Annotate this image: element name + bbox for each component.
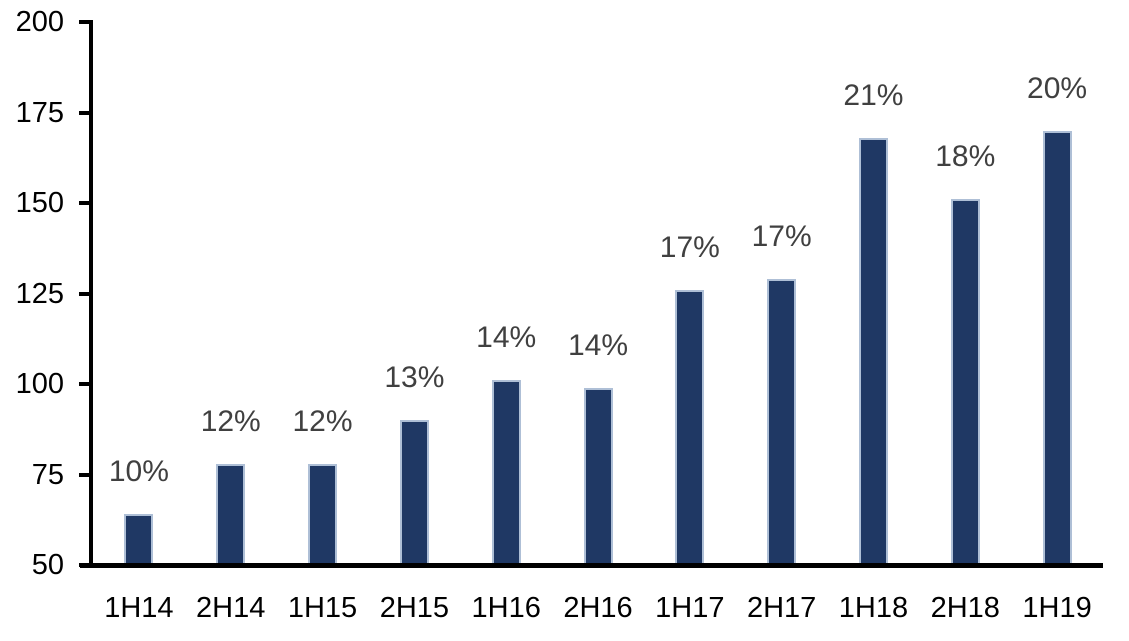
y-axis-tick xyxy=(79,382,91,386)
bar-value-label: 12% xyxy=(292,404,353,438)
bar-2H14 xyxy=(216,463,246,567)
y-tick-label: 150 xyxy=(15,187,64,219)
x-tick-label: 1H14 xyxy=(104,592,174,624)
y-axis-tick xyxy=(79,201,91,205)
x-tick-label: 1H19 xyxy=(1022,592,1092,624)
bar-2H16 xyxy=(583,387,613,567)
y-tick-label: 50 xyxy=(31,549,64,581)
bar-value-label: 21% xyxy=(843,78,904,112)
bar-value-label: 13% xyxy=(384,361,445,395)
x-tick-label: 2H14 xyxy=(196,592,266,624)
y-tick-label: 75 xyxy=(31,458,64,491)
bar-1H14 xyxy=(124,514,154,567)
bar-value-label: 10% xyxy=(108,455,169,489)
x-tick-label: 1H16 xyxy=(471,592,541,624)
bar-2H15 xyxy=(399,420,429,567)
bar-value-label: 14% xyxy=(567,328,629,362)
x-tick-label: 2H16 xyxy=(563,592,633,624)
bar-value-label: 14% xyxy=(476,321,537,355)
bar-1H19 xyxy=(1042,130,1072,567)
bar-1H17 xyxy=(675,289,705,567)
bar-1H16 xyxy=(491,380,521,567)
x-tick-label: 1H18 xyxy=(838,592,909,624)
bar-value-label: 20% xyxy=(1027,71,1088,105)
x-axis-line xyxy=(80,563,1103,568)
y-axis-line xyxy=(89,20,93,568)
y-axis-tick xyxy=(79,291,91,296)
bar-value-label: 17% xyxy=(751,220,812,254)
x-tick-label: 2H18 xyxy=(930,592,1000,624)
bar-2H18 xyxy=(950,199,980,567)
y-axis-tick xyxy=(79,110,91,115)
bar-value-label: 18% xyxy=(935,140,996,174)
x-tick-label: 2H15 xyxy=(379,592,450,624)
x-tick-label: 1H15 xyxy=(287,592,358,624)
y-axis-tick xyxy=(79,472,91,477)
bar-value-label: 17% xyxy=(659,230,720,264)
bar-1H15 xyxy=(308,463,338,567)
x-tick-label: 1H17 xyxy=(655,592,725,624)
y-tick-label: 100 xyxy=(15,368,64,400)
y-axis-tick xyxy=(79,20,91,24)
y-tick-label: 200 xyxy=(15,6,64,38)
bar-2H17 xyxy=(767,279,797,567)
x-tick-label: 2H17 xyxy=(746,592,817,624)
bar-1H18 xyxy=(858,137,888,567)
y-tick-label: 125 xyxy=(15,277,64,310)
bar-value-label: 12% xyxy=(200,404,261,438)
y-tick-label: 175 xyxy=(15,96,64,129)
